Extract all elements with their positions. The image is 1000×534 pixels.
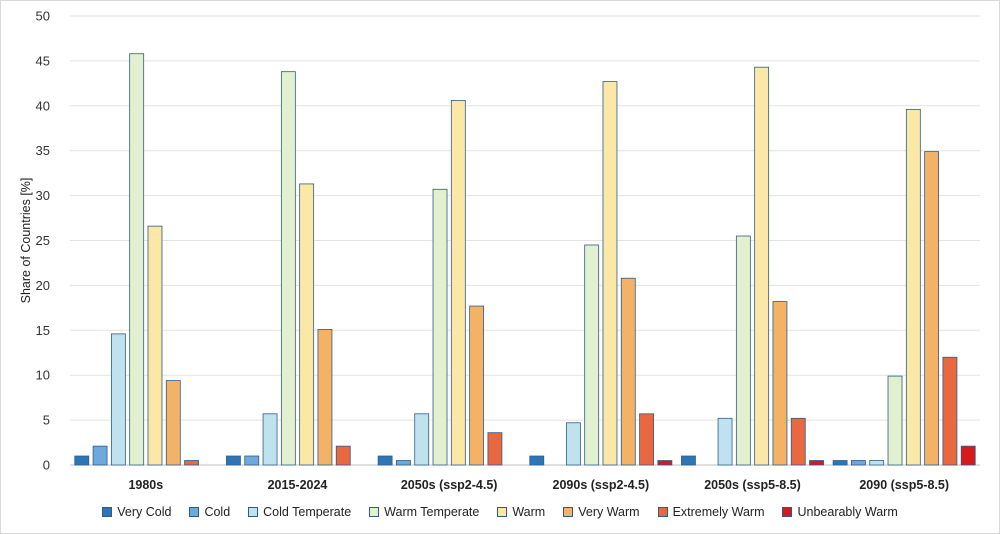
- bar-very-warm: [165, 380, 181, 466]
- y-axis-label: Share of Countries [%]: [19, 178, 33, 304]
- bar-unbearably-warm: [657, 460, 673, 466]
- y-tick-label: 45: [36, 53, 50, 68]
- y-tick-label: 20: [36, 278, 50, 293]
- x-category-label: 2090s (ssp2-4.5): [553, 478, 650, 492]
- legend-item: Warm: [497, 505, 545, 519]
- gridlines: [70, 15, 980, 466]
- bar-very-cold: [377, 455, 393, 466]
- bar-cold-temperate: [869, 460, 885, 466]
- legend-swatch: [657, 507, 668, 517]
- bar-warm: [905, 108, 921, 466]
- bar-warm-temperate: [584, 244, 600, 466]
- bar-extremely-warm: [942, 356, 958, 466]
- bar-warm: [602, 81, 618, 466]
- y-tick-label: 35: [36, 143, 50, 158]
- bar-very-warm: [772, 301, 788, 466]
- legend: Very Cold Cold Cold Temperate Warm Temperat…: [0, 505, 1000, 519]
- bar-very-warm: [469, 305, 485, 466]
- bar-very-warm: [317, 328, 333, 466]
- legend-swatch: [102, 507, 113, 517]
- x-axis-category-labels: 1980s 2015-2024 2050s (ssp2-4.5) 2090s (ssp…: [128, 478, 949, 492]
- x-category-label: 2015-2024: [268, 478, 328, 492]
- legend-item: Extremely Warm: [657, 505, 765, 519]
- x-category-label: 2050s (ssp2-4.5): [401, 478, 498, 492]
- legend-label: Warm Temperate: [384, 505, 480, 519]
- y-tick-label: 15: [36, 323, 50, 338]
- bar-warm-temperate: [735, 235, 751, 466]
- y-tick-label: 50: [36, 9, 50, 24]
- legend-swatch: [248, 507, 259, 517]
- legend-label: Very Warm: [578, 505, 640, 519]
- bar-cold-temperate: [565, 422, 581, 466]
- bar-cold-temperate: [110, 333, 126, 466]
- bar-very-cold: [681, 455, 696, 466]
- x-category-label: 2050s (ssp5-8.5): [704, 478, 801, 492]
- bar-extremely-warm: [639, 413, 654, 466]
- bar-very-cold: [529, 455, 545, 466]
- bar-extremely-warm: [790, 417, 806, 466]
- bar-warm: [147, 225, 163, 466]
- legend-item: Warm Temperate: [369, 505, 479, 519]
- bar-warm-temperate: [887, 375, 903, 466]
- bar-very-cold: [74, 455, 90, 466]
- bar-warm-temperate: [280, 71, 296, 466]
- bar-very-cold: [226, 455, 241, 466]
- bar-extremely-warm: [335, 445, 351, 466]
- legend-swatch: [369, 507, 380, 517]
- legend-swatch: [497, 507, 508, 517]
- legend-label: Unbearably Warm: [797, 505, 898, 519]
- y-tick-label: 40: [36, 98, 50, 113]
- bar-extremely-warm: [184, 460, 199, 466]
- bar-cold-temperate: [717, 417, 733, 466]
- bar-warm: [299, 183, 315, 466]
- bar-warm: [450, 100, 466, 466]
- legend-item: Cold Temperate: [248, 505, 351, 519]
- bar-unbearably-warm: [960, 445, 976, 466]
- legend-swatch: [563, 507, 574, 517]
- x-category-label: 1980s: [128, 478, 163, 492]
- bars: [74, 53, 976, 466]
- bar-very-warm: [924, 151, 940, 466]
- bar-warm-temperate: [129, 53, 145, 466]
- legend-swatch: [782, 507, 793, 517]
- bar-unbearably-warm: [809, 460, 824, 466]
- y-tick-label: 5: [43, 413, 50, 428]
- bar-cold: [396, 460, 411, 466]
- bar-very-warm: [620, 277, 636, 466]
- y-tick-label: 10: [36, 368, 50, 383]
- legend-swatch: [189, 507, 200, 517]
- y-tick-label: 30: [36, 188, 50, 203]
- bar-cold-temperate: [262, 413, 278, 466]
- bar-very-cold: [832, 460, 848, 466]
- bar-warm-temperate: [432, 188, 448, 466]
- bar-cold-temperate: [414, 413, 430, 466]
- x-category-label: 2090 (ssp5-8.5): [859, 478, 949, 492]
- legend-label: Cold: [204, 505, 231, 519]
- legend-item: Very Cold: [102, 505, 171, 519]
- bar-cold: [851, 460, 866, 466]
- legend-item: Unbearably Warm: [782, 505, 898, 519]
- legend-label: Cold Temperate: [263, 505, 352, 519]
- bar-cold: [244, 455, 260, 466]
- legend-item: Very Warm: [563, 505, 640, 519]
- legend-label: Warm: [512, 505, 546, 519]
- y-axis-tick-labels: 0 5 10 15 20 25 30 35 40 45 50: [36, 9, 50, 473]
- y-tick-label: 0: [43, 458, 50, 473]
- legend-item: Cold: [189, 505, 230, 519]
- legend-label: Extremely Warm: [672, 505, 765, 519]
- bar-cold: [92, 445, 108, 466]
- y-tick-label: 25: [36, 233, 50, 248]
- bar-extremely-warm: [487, 432, 503, 466]
- bar-warm: [754, 66, 770, 466]
- legend-label: Very Cold: [117, 505, 172, 519]
